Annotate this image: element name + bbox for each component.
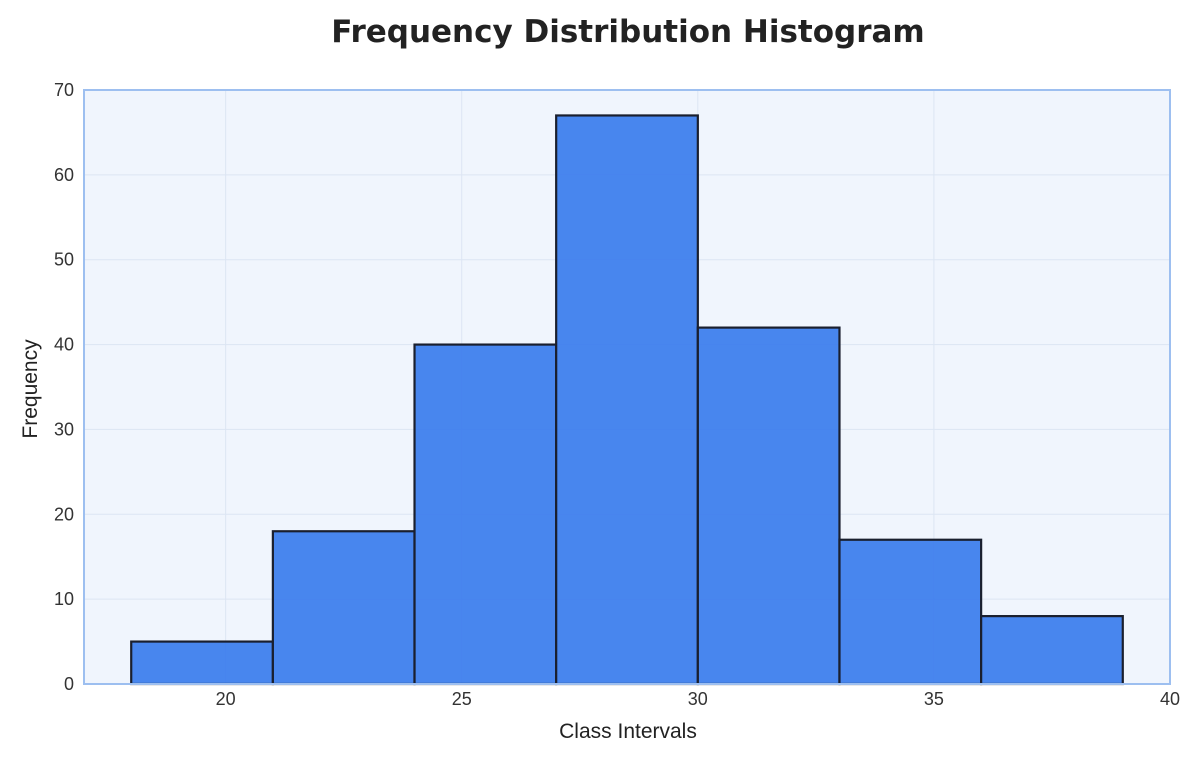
y-axis-label: Frequency [19, 339, 42, 439]
y-tick-label: 50 [54, 250, 74, 270]
y-tick-label: 30 [54, 419, 74, 439]
histogram-bar [413, 343, 558, 686]
y-tick-label: 70 [54, 80, 74, 100]
histogram-bar [271, 530, 416, 686]
y-axis-ticks: 0 10 20 30 40 50 60 70 [54, 80, 74, 694]
x-axis-label: Class Intervals [559, 720, 697, 743]
y-tick-label: 20 [54, 504, 74, 524]
chart-title: Frequency Distribution Histogram [331, 14, 924, 50]
x-tick-label: 20 [216, 689, 236, 709]
histogram-bar [980, 615, 1124, 686]
x-tick-label: 40 [1160, 689, 1180, 709]
y-tick-label: 40 [54, 335, 74, 355]
y-tick-label: 0 [64, 674, 74, 694]
x-tick-label: 25 [452, 689, 472, 709]
x-tick-label: 30 [688, 689, 708, 709]
histogram-bar [555, 114, 699, 686]
plot-border [83, 89, 1171, 685]
y-tick-label: 10 [54, 589, 74, 609]
x-axis-ticks: 20 25 30 35 40 [216, 689, 1180, 709]
histogram-bar [838, 538, 983, 686]
histogram-bar [696, 326, 841, 686]
y-tick-label: 60 [54, 165, 74, 185]
histogram-bars [130, 114, 1124, 686]
histogram-bar [130, 640, 274, 686]
x-tick-label: 35 [924, 689, 944, 709]
